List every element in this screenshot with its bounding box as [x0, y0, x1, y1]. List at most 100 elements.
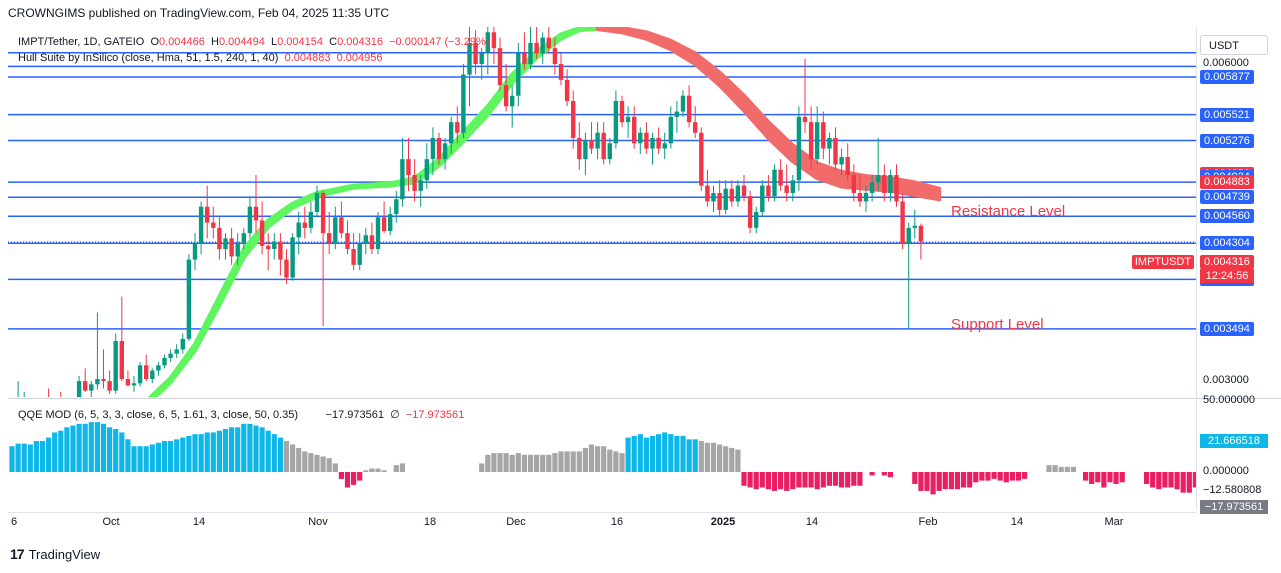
candle-body [473, 42, 478, 64]
candle-body [491, 32, 497, 49]
qqe-histogram-bar [204, 432, 210, 472]
time-tick: 14 [192, 516, 206, 528]
candle-body [625, 116, 631, 123]
qqe-histogram-bar [314, 454, 320, 472]
candle-body [186, 259, 192, 339]
candle-body [217, 227, 222, 249]
osc-axis-last-tag: −17.973561 [1200, 500, 1268, 514]
pane-divider[interactable] [8, 398, 1281, 399]
qqe-histogram-bar [936, 472, 942, 491]
time-tick: Mar [1104, 516, 1124, 528]
qqe-histogram-bar [58, 430, 64, 472]
price-level-tag: 0.004560 [1200, 209, 1254, 224]
candle-body [302, 222, 307, 228]
qqe-histogram-bar [985, 472, 991, 481]
qqe-histogram-bar [954, 472, 961, 490]
qqe-histogram-bar [527, 454, 534, 472]
qqe-histogram-bar [149, 444, 155, 472]
candle-body [430, 138, 436, 160]
qqe-histogram-bar [1180, 472, 1186, 493]
qqe-histogram-bar [771, 472, 778, 491]
qqe-histogram-bar [1003, 472, 1009, 483]
candle-body [516, 53, 521, 96]
candle-body [394, 199, 399, 215]
qqe-histogram-bar [332, 463, 338, 472]
qqe-histogram-bar [839, 472, 845, 488]
candle-body [333, 217, 338, 244]
qqe-histogram-bar [887, 472, 893, 478]
qqe-histogram-bar [790, 472, 796, 490]
candle-body [266, 245, 271, 249]
candle-body [540, 37, 545, 54]
candle-body [247, 206, 253, 234]
high-value: 0.004494 [218, 36, 265, 48]
qqe-histogram-bar [70, 425, 76, 472]
candle-body [778, 169, 783, 186]
qqe-histogram-bar [1192, 472, 1196, 488]
time-tick: 14 [805, 516, 819, 528]
qqe-histogram-bar [302, 451, 308, 472]
price-level-tag: 0.004739 [1200, 190, 1254, 205]
candle-body [662, 143, 667, 149]
candle-body [83, 381, 88, 391]
time-axis[interactable] [8, 512, 1196, 537]
qqe-histogram-bar [515, 453, 521, 472]
candle-body [711, 192, 716, 202]
osc-axis-label-neg: −12.580808 [1203, 484, 1262, 496]
candle-body [833, 138, 838, 165]
qqe-histogram-bar [674, 435, 680, 472]
currency-selector[interactable]: USDT [1200, 35, 1268, 55]
high-label: H [211, 36, 219, 48]
candle-body [741, 185, 747, 197]
qqe-histogram-bar [186, 435, 192, 472]
qqe-histogram-bar [253, 425, 259, 472]
candle-body [479, 53, 484, 64]
symbol-legend[interactable]: IMPT/Tether, 1D, GATEIO O0.004466 H0.004… [18, 36, 489, 48]
qqe-histogram-bar [637, 434, 643, 472]
qqe-histogram-bar [161, 441, 168, 472]
qqe-histogram-bar [21, 443, 27, 472]
candle-body [375, 217, 381, 249]
qqe-histogram-bar [259, 427, 265, 472]
qqe-value-1: −17.973561 [325, 409, 384, 421]
qqe-oscillator[interactable] [8, 400, 1196, 510]
candle-body [211, 222, 216, 228]
time-tick: Nov [308, 516, 328, 528]
qqe-histogram-bar [869, 472, 875, 476]
qqe-histogram-bar [64, 427, 70, 472]
candle-body [400, 159, 405, 200]
qqe-histogram-bar [210, 432, 216, 472]
qqe-histogram-bar [552, 453, 558, 472]
hull-legend[interactable]: Hull Suite by InSilico (close, Hma, 51, … [18, 52, 383, 64]
candle-body [876, 175, 881, 183]
candle-body [424, 159, 429, 181]
tradingview-brand[interactable]: 17 TradingView [10, 546, 100, 562]
qqe-histogram-bar [753, 472, 759, 490]
candle-body [314, 192, 320, 212]
qqe-histogram-bar [320, 456, 326, 472]
price-axis[interactable] [1196, 27, 1281, 510]
qqe-histogram-bar [1174, 472, 1180, 490]
candle-body [357, 243, 362, 265]
price-level-tag: 0.005276 [1200, 133, 1254, 148]
candle-body [241, 233, 246, 244]
price-axis-label: 0.003000 [1203, 374, 1249, 387]
qqe-legend[interactable]: QQE MOD (6, 5, 3, 3, close, 6, 5, 1.61, … [18, 408, 464, 421]
candle-body [308, 212, 314, 228]
qqe-histogram-bar [283, 441, 290, 472]
qqe-histogram-bar [39, 441, 46, 472]
candle-body [589, 140, 594, 149]
candle-body [912, 225, 917, 228]
candle-body [601, 132, 606, 160]
qqe-histogram-bar [540, 454, 546, 472]
qqe-histogram-bar [338, 472, 344, 479]
price-chart[interactable] [8, 27, 1196, 397]
qqe-histogram-bar [710, 442, 717, 472]
candle-body [76, 381, 82, 397]
candle-body [680, 95, 686, 112]
price-level-tag: 0.005521 [1200, 107, 1254, 122]
qqe-histogram-bar [704, 442, 710, 472]
qqe-histogram-bar [662, 432, 668, 472]
qqe-histogram-bar [723, 446, 729, 472]
candle-body [192, 243, 198, 260]
